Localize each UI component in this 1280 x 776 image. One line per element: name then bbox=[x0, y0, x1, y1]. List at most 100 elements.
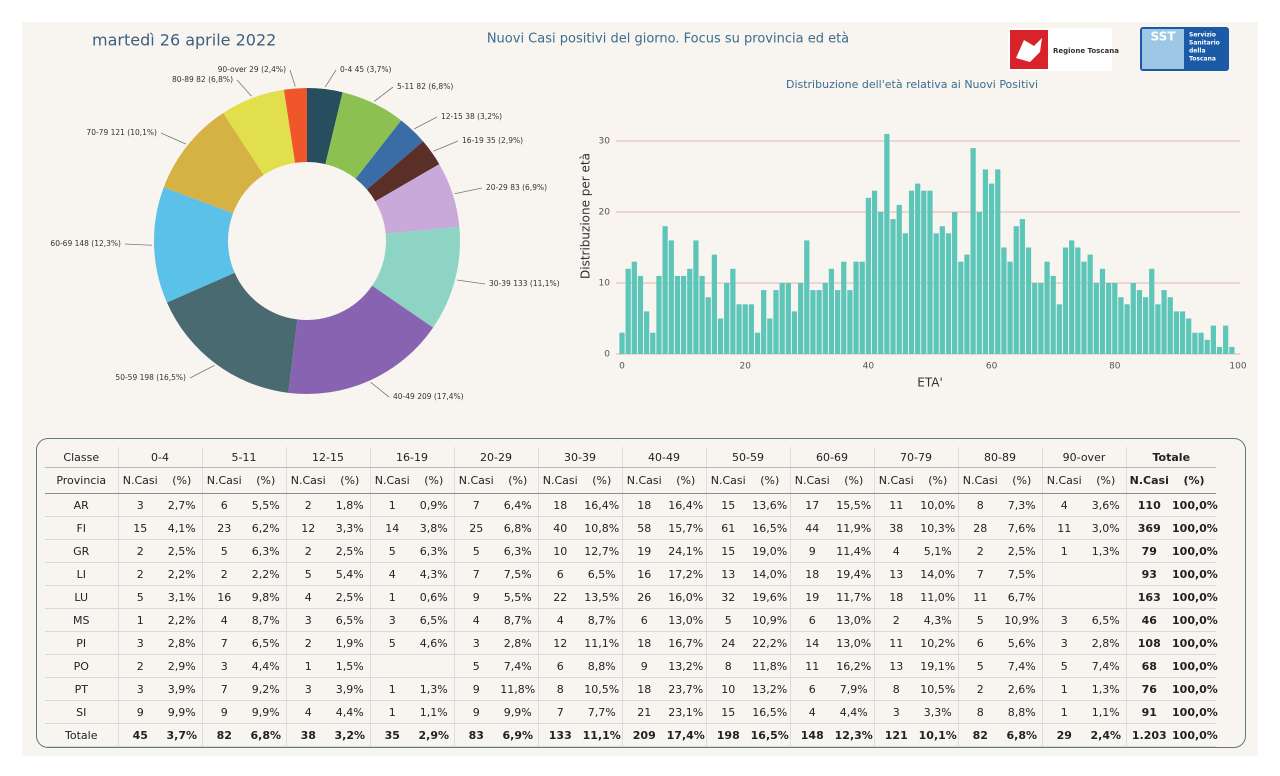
table-cell: LU bbox=[45, 585, 118, 609]
bar bbox=[1099, 268, 1106, 354]
table-cell: 4 bbox=[369, 562, 414, 586]
title: Nuovi Casi positivi del giorno. Focus su… bbox=[487, 32, 849, 47]
slice-category: 80-89 bbox=[172, 75, 194, 84]
table-cell: 2,6% bbox=[1002, 677, 1042, 701]
bar bbox=[1112, 283, 1118, 354]
subheader-cell: N.Casi bbox=[201, 467, 246, 494]
table-cell: FI bbox=[45, 516, 118, 540]
donut-slice bbox=[163, 113, 264, 214]
table-cell: 108 bbox=[1125, 631, 1173, 655]
table-cell: 19 bbox=[621, 539, 666, 563]
table-cell: 9,9% bbox=[246, 700, 286, 724]
leader-line bbox=[370, 382, 390, 398]
table-cell: 3 bbox=[1041, 631, 1086, 655]
table-cell: 3,8% bbox=[414, 516, 454, 540]
table-cell: 9 bbox=[621, 654, 666, 678]
table-cell: 12,3% bbox=[834, 723, 874, 747]
table-cell: 9,9% bbox=[498, 700, 538, 724]
subheader-cell: (%) bbox=[1172, 467, 1217, 494]
group-header: 60-69 bbox=[789, 447, 874, 468]
logo-line: Servizio bbox=[1189, 32, 1216, 39]
table-cell bbox=[1041, 562, 1086, 586]
bar bbox=[656, 275, 662, 354]
table-cell: 2 bbox=[285, 493, 330, 517]
bar bbox=[717, 318, 724, 354]
subheader-cell: (%) bbox=[918, 467, 958, 494]
bar bbox=[687, 268, 693, 354]
table-cell: 8 bbox=[957, 493, 1002, 517]
table-cell: 6 bbox=[621, 608, 666, 632]
donut-slice bbox=[366, 141, 440, 202]
table-cell: 1,1% bbox=[1086, 700, 1127, 724]
table-cell: 7,9% bbox=[834, 677, 874, 701]
table-cell: 3,7% bbox=[162, 723, 202, 747]
table-row: FI 15 4,1% 23 6,2% 12 3,3% 14 3,8% 25 6,8% 40 10,8% 5… bbox=[45, 516, 1218, 540]
table-cell: 100,0% bbox=[1172, 723, 1218, 747]
table-cell: 82 bbox=[957, 723, 1002, 747]
slice-label: 50-59 198 (16,5%) bbox=[115, 373, 186, 382]
table-cell: 1,3% bbox=[1086, 677, 1127, 701]
group-header: 5-11 bbox=[201, 447, 286, 468]
table-cell: 6 bbox=[537, 562, 582, 586]
group-header: 70-79 bbox=[873, 447, 958, 468]
table-cell: 1,3% bbox=[414, 677, 454, 701]
table-cell: 45 bbox=[117, 723, 162, 747]
table-cell: 5 bbox=[117, 585, 162, 609]
group-header: 0-4 bbox=[117, 447, 202, 468]
table-cell: 6,5% bbox=[582, 562, 622, 586]
table-cell: 1,1% bbox=[414, 700, 454, 724]
table-cell: 3 bbox=[1041, 608, 1086, 632]
table-cell: 13 bbox=[705, 562, 750, 586]
bar bbox=[1093, 283, 1099, 354]
table-cell: 14 bbox=[789, 631, 834, 655]
bar bbox=[779, 283, 785, 354]
x-tick-label: 20 bbox=[739, 362, 751, 372]
group-header: 30-39 bbox=[537, 447, 622, 468]
table-cell: 61 bbox=[705, 516, 750, 540]
table-cell: 18 bbox=[621, 493, 666, 517]
table-cell: 6,8% bbox=[246, 723, 286, 747]
bar bbox=[1044, 261, 1050, 354]
table-cell: 6,8% bbox=[498, 516, 538, 540]
table-cell: 100,0% bbox=[1172, 654, 1218, 678]
table-frame: Classe 0-4 5-11 12-15 16-19 20-29 30-39 40-49 50… bbox=[36, 438, 1246, 748]
table-cell: 16,7% bbox=[666, 631, 706, 655]
table-cell: 1 bbox=[369, 585, 414, 609]
table-cell: 11,8% bbox=[498, 677, 538, 701]
group-header: Classe bbox=[45, 447, 118, 468]
table-cell: PO bbox=[45, 654, 118, 678]
table-cell: 3 bbox=[369, 608, 414, 632]
subheader-cell: N.Casi bbox=[117, 467, 162, 494]
slice-label: 16-19 35 (2,9%) bbox=[462, 136, 523, 145]
subheader-cell: N.Casi bbox=[705, 467, 750, 494]
slice-category: 60-69 bbox=[50, 239, 72, 248]
table-cell: 26 bbox=[621, 585, 666, 609]
table-cell: 15 bbox=[117, 516, 162, 540]
bar bbox=[1038, 283, 1044, 354]
donut-slice bbox=[166, 272, 298, 393]
table-cell: 6,5% bbox=[414, 608, 454, 632]
table-cell: 1 bbox=[1041, 677, 1086, 701]
leader-line bbox=[413, 116, 438, 130]
bar bbox=[1198, 332, 1204, 354]
y-tick-label: 20 bbox=[599, 208, 611, 218]
leader-line bbox=[289, 69, 296, 87]
table-cell: 8 bbox=[873, 677, 918, 701]
bar bbox=[1223, 325, 1229, 354]
table-cell: 209 bbox=[621, 723, 666, 747]
table-cell: 6 bbox=[957, 631, 1002, 655]
table-row: PT 3 3,9% 7 9,2% 3 3,9% 1 1,3% 9 11,8% 8 10,5% 18 23,7… bbox=[45, 677, 1218, 701]
bar bbox=[988, 183, 995, 354]
bar bbox=[927, 190, 933, 354]
table-cell: 68 bbox=[1125, 654, 1173, 678]
bar bbox=[644, 311, 650, 354]
table-cell: 40 bbox=[537, 516, 582, 540]
table-cell: 5 bbox=[453, 654, 498, 678]
table-cell: 9 bbox=[789, 539, 834, 563]
subheader-cell: (%) bbox=[330, 467, 370, 494]
table-cell: PT bbox=[45, 677, 118, 701]
table-cell: 100,0% bbox=[1172, 539, 1218, 563]
y-tick-label: 10 bbox=[599, 279, 611, 289]
table: Classe 0-4 5-11 12-15 16-19 20-29 30-39 40-49 50… bbox=[45, 447, 1218, 747]
table-cell: 2 bbox=[117, 654, 162, 678]
